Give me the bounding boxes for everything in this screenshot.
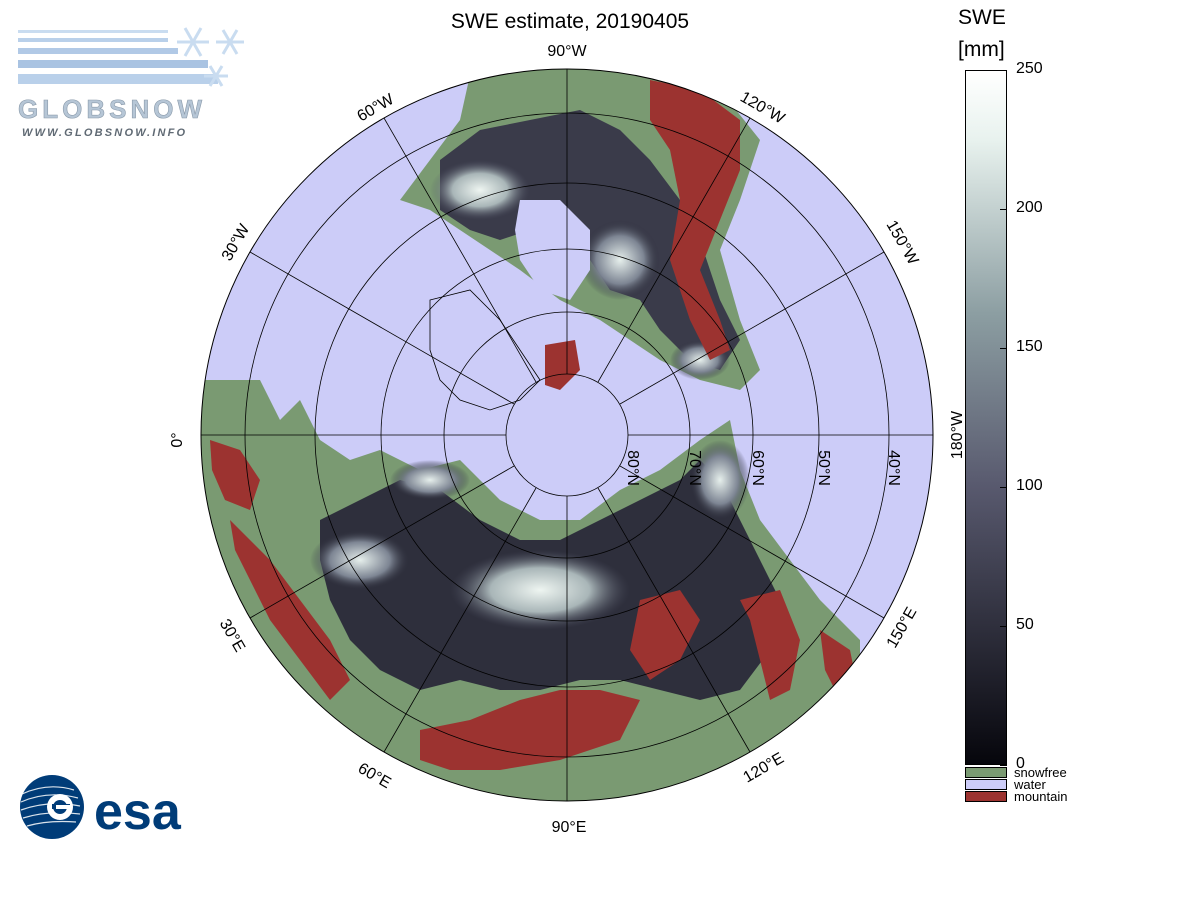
colorbar-title-line2: [mm] [958,38,1005,61]
greenland [429,289,541,411]
colorbar-tick-mark [1000,70,1007,71]
north-america-snow-high-1 [430,160,530,220]
colorbar-tick-label: 100 [1016,477,1043,494]
legend-swatch-water [965,779,1007,790]
legend-label-mountain: mountain [1014,789,1068,804]
map-disc [201,69,933,801]
greenland-mountain [545,340,580,390]
colorbar-title-line1: SWE [958,6,1006,29]
globsnow-url: WWW.GLOBSNOW.INFO [22,127,187,139]
snowflake-icon [177,27,244,87]
esa-wordmark: esa [94,783,182,841]
north-america-snow-high-2 [580,220,660,300]
colorbar-tick-mark [1000,765,1007,766]
colorbar-tick-label: 50 [1016,616,1034,633]
colorbar-tick-label: 250 [1016,60,1043,77]
colorbar-gradient [965,70,1007,765]
lon-label-90w: 90°W [547,43,587,60]
globsnow-logo: GLOBSNOW WWW.GLOBSNOW.INFO [18,27,244,139]
map-title: SWE estimate, 20190405 [450,10,690,33]
eurasia-snow-high-1 [450,550,630,630]
lat-label-70n: 70°N [686,450,703,486]
globsnow-wordmark: GLOBSNOW [18,94,206,124]
hudson-bay [515,200,590,300]
legend-label-snowfree: snowfree [1014,765,1067,780]
eurasia-snow-high-4 [390,460,470,500]
lon-label-0: 0° [169,432,186,447]
logo-stripes [18,30,218,84]
colorbar-tick-mark [1000,348,1007,349]
colorbar-tick-label: 0 [1016,755,1025,772]
lon-label-180w: 180°W [949,410,966,459]
esa-logo: esa [20,775,182,841]
lat-label-50n: 50°N [815,450,832,486]
colorbar-tick-mark [1000,487,1007,488]
lon-label-60e: 60°E [355,760,394,792]
legend-swatch-mountain [965,791,1007,802]
eurasia-snow-high-3 [690,440,750,520]
colorbar-tick-label: 150 [1016,338,1043,355]
colorbar-tick-label: 200 [1016,199,1043,216]
eurasia-snow-high-2 [310,530,410,590]
esa-emblem-icon [20,775,84,839]
lon-label-120e: 120°E [741,750,787,787]
lat-label-80n: 80°N [624,450,641,486]
lon-label-150e: 150°E [884,605,921,651]
colorbar-tick-mark [1000,626,1007,627]
meridian-lines [201,69,933,801]
latitude-labels: 80°N 70°N 60°N 50°N 40°N [624,450,902,486]
legend-swatch-snowfree [965,767,1007,778]
colorbar-tick-mark [1000,209,1007,210]
lon-label-90e: 90°E [552,819,587,836]
legend-label-water: water [1014,777,1046,792]
lat-label-60n: 60°N [749,450,766,486]
map-border [200,68,934,802]
lat-label-40n: 40°N [885,450,902,486]
lon-label-30e: 30°E [216,616,248,655]
